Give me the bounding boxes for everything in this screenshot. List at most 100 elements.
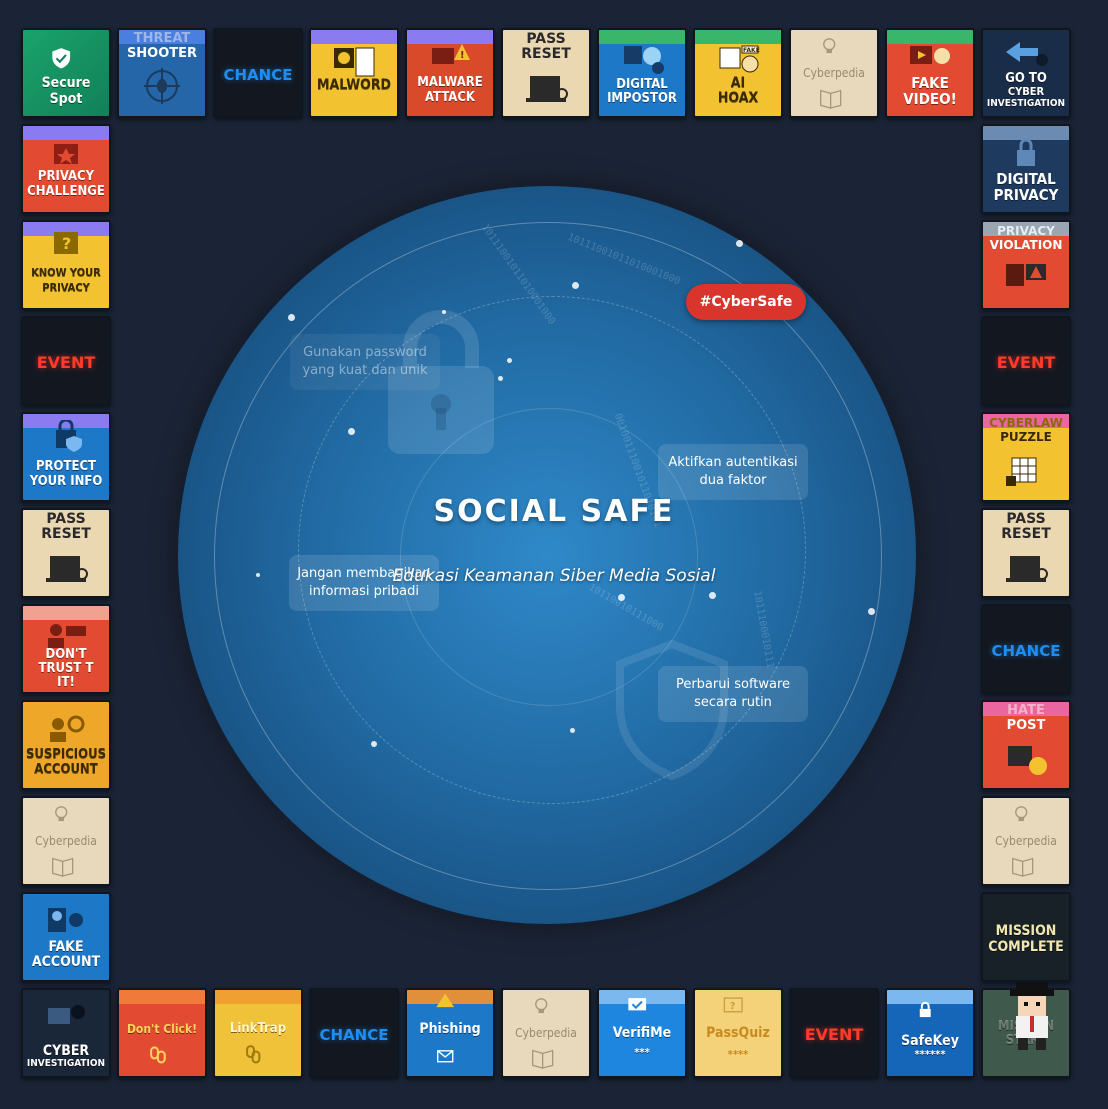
tile-fake-video[interactable]: FAKE VIDEO! [885,28,975,118]
tile-digital-impostor[interactable]: DIGITAL IMPOSTOR [597,28,687,118]
tile-event[interactable]: EVENT [21,316,111,406]
tile-cyberlaw-puzzle[interactable]: CYBERLAW PUZZLE [981,412,1071,502]
tile-fake-account[interactable]: FAKE ACCOUNT [21,892,111,982]
tile-label: INVESTIGATION [986,98,1066,109]
tile-cyber-investigation[interactable]: CYBER INVESTIGATION [21,988,111,1078]
tile-secure-spot[interactable]: Secure Spot [21,28,111,118]
tile-label: DIGITAL [616,77,668,92]
tile-label: Cyberpedia [803,66,865,80]
star-dot [256,573,260,577]
tile-band [311,30,397,44]
tile-cyberpedia[interactable]: Cyberpedia [981,796,1071,886]
tile-label: Don't Click! [126,1022,198,1036]
tile-label: CHANCE [319,1026,389,1044]
tile-cyberpedia[interactable]: Cyberpedia [501,988,591,1078]
tile-cyberpedia[interactable]: Cyberpedia [789,28,879,118]
tile-linktrap[interactable]: LinkTrap [213,988,303,1078]
svg-text:?: ? [730,1001,736,1012]
tile-label: Spot [49,91,83,107]
tile-label: EVENT [36,353,96,372]
tile-label: VIDEO! [903,90,957,108]
fake-badge: FAKE [743,47,760,54]
tile-label: RESET [1001,526,1051,542]
star-dot [498,376,503,381]
tile-chance[interactable]: CHANCE [213,28,303,118]
book-shield-icon [532,1049,554,1069]
tile-band [23,126,109,140]
tip-private-info: Jangan membagikan informasi pribadi [289,555,439,611]
tile-chance[interactable]: CHANCE [309,988,399,1078]
tile-safekey[interactable]: SafeKey ****** [885,988,975,1078]
star-card-icon [54,144,78,164]
padlock-icon [919,1001,931,1018]
tile-band [599,30,685,44]
arrow-left-icon [1006,42,1048,66]
question-bubble-icon: ? [54,232,78,254]
tile-privacy-violation[interactable]: PRIVACY VIOLATION [981,220,1071,310]
player-pawn-icon[interactable] [1006,980,1058,1052]
tile-passquiz[interactable]: ? PassQuiz **** [693,988,783,1078]
tile-verifime[interactable]: VerifiMe *** [597,988,687,1078]
tile-band [23,222,109,236]
laptop-lock-icon [526,76,568,102]
tile-label: PRIVACY [42,281,90,294]
tile-cyberpedia[interactable]: Cyberpedia [21,796,111,886]
tile-dont-trust-it[interactable]: DON'T TRUST T IT! [21,604,111,694]
padlock-watermark-icon [388,310,494,454]
star-dot [618,594,625,601]
tile-hate-post[interactable]: HATE POST [981,700,1071,790]
star-dot [348,428,355,435]
outer-dashed-ring [214,222,882,890]
crossword-pencil-icon [1006,457,1037,486]
tile-band [983,702,1069,716]
tip-strong-password: Gunakan password yang kuat dan unik [290,334,440,390]
star-dot [507,358,512,363]
tile-phishing[interactable]: Phishing [405,988,495,1078]
star-dot [371,741,377,747]
tile-chance[interactable]: CHANCE [981,604,1071,694]
tile-pass-reset[interactable]: PASS RESET [501,28,591,118]
laptop-lock-icon [46,556,88,582]
question-bubble-icon: ? [723,997,743,1013]
tile-label: HATE [1007,703,1045,718]
tile-malware-attack[interactable]: ! MALWARE ATTACK [405,28,495,118]
tile-pass-reset[interactable]: PASS RESET [21,508,111,598]
tile-malword[interactable]: MALWORD [309,28,399,118]
shield-check-icon [52,48,71,69]
tile-label: EVENT [996,353,1056,372]
tile-know-your-privacy[interactable]: ? KNOW YOUR PRIVACY [21,220,111,310]
tile-label: PASS [1006,511,1046,527]
tile-label: GO TO [1005,71,1047,86]
tile-threat-shooter[interactable]: THREAT SHOOTER [117,28,207,118]
tile-label: Cyberpedia [995,834,1057,848]
tile-digital-privacy[interactable]: DIGITAL PRIVACY [981,124,1071,214]
tile-label: RESET [521,46,571,62]
tile-label: TRUST T [38,661,94,676]
tile-event[interactable]: EVENT [981,316,1071,406]
tile-label: AI [730,75,746,91]
tile-privacy-challenge[interactable]: PRIVACY CHALLENGE [21,124,111,214]
middle-dashed-ring [298,296,806,804]
lightbulb-icon [1015,806,1028,822]
tile-label: POST [1006,718,1046,733]
tip-update-software: Perbarui software secara rutin [658,666,808,722]
tile-label: CYBERLAW [989,416,1063,430]
tile-label: MISSION [995,923,1057,939]
game-subtitle: Edukasi Keamanan Siber Media Sosial [392,566,716,586]
tile-protect-your-info[interactable]: PROTECT YOUR INFO [21,412,111,502]
tile-event[interactable]: EVENT [789,988,879,1078]
tile-pass-reset[interactable]: PASS RESET [981,508,1071,598]
tile-go-to-cyber-investigation[interactable]: GO TO CYBER INVESTIGATION [981,28,1071,118]
tile-label: DIGITAL [996,170,1056,188]
laptop-warning-icon: ! [432,44,470,64]
tile-label: RESET [41,526,91,542]
tile-mission-complete[interactable]: MISSION COMPLETE [981,892,1071,982]
user-search-icon [50,715,85,742]
tile-label: Secure [41,75,91,91]
tile-suspicious-account[interactable]: SUSPICIOUS ACCOUNT [21,700,111,790]
tile-label: CHANCE [991,642,1061,660]
tile-code: ****** [914,1048,946,1061]
tile-dont-click[interactable]: Don't Click! [117,988,207,1078]
tile-ai-hoax[interactable]: FAKE AI HOAX [693,28,783,118]
